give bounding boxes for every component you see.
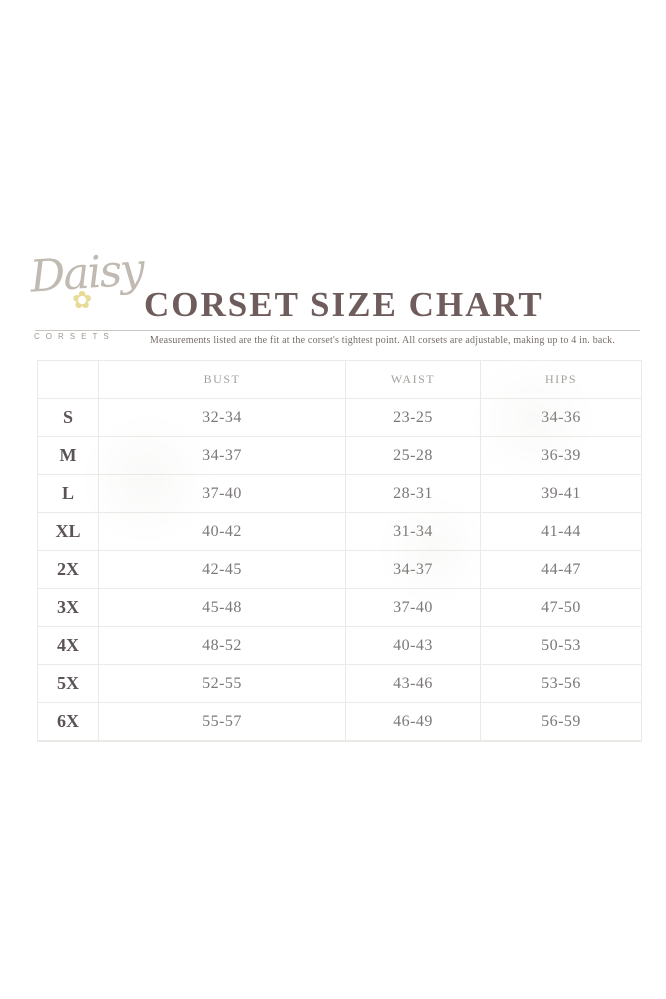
hips-value: 36-39 bbox=[481, 437, 641, 475]
size-label-2x: 2X bbox=[38, 551, 99, 589]
waist-value: 43-46 bbox=[346, 665, 481, 703]
header-divider bbox=[35, 330, 640, 331]
column-header-waist: WAIST bbox=[346, 361, 481, 399]
waist-value: 28-31 bbox=[346, 475, 481, 513]
measurement-disclaimer: Measurements listed are the fit at the c… bbox=[149, 335, 616, 346]
size-label-3x: 3X bbox=[38, 589, 99, 627]
size-chart-table: BUST WAIST HIPS S 32-34 23-25 34-36 M 34… bbox=[37, 360, 642, 742]
waist-value: 37-40 bbox=[346, 589, 481, 627]
bust-value: 34-37 bbox=[99, 437, 346, 475]
size-label-l: L bbox=[38, 475, 99, 513]
hips-value: 47-50 bbox=[481, 589, 641, 627]
page-title: CORSET SIZE CHART bbox=[144, 285, 544, 324]
hips-value: 50-53 bbox=[481, 627, 641, 665]
size-label-5x: 5X bbox=[38, 665, 99, 703]
flower-icon: ✿ bbox=[72, 286, 93, 314]
waist-value: 31-34 bbox=[346, 513, 481, 551]
size-label-m: M bbox=[38, 437, 99, 475]
bust-value: 40-42 bbox=[99, 513, 346, 551]
hips-value: 53-56 bbox=[481, 665, 641, 703]
hips-value: 34-36 bbox=[481, 399, 641, 437]
waist-value: 46-49 bbox=[346, 703, 481, 741]
bust-value: 37-40 bbox=[99, 475, 346, 513]
size-label-6x: 6X bbox=[38, 703, 99, 741]
column-header-hips: HIPS bbox=[481, 361, 641, 399]
brand-wordmark: CORSETS bbox=[34, 332, 115, 341]
brand-logo: Daisy ✿ CORSETS bbox=[26, 244, 144, 350]
bust-value: 52-55 bbox=[99, 665, 346, 703]
size-label-4x: 4X bbox=[38, 627, 99, 665]
hips-value: 39-41 bbox=[481, 475, 641, 513]
size-label-s: S bbox=[38, 399, 99, 437]
hips-value: 41-44 bbox=[481, 513, 641, 551]
hips-value: 56-59 bbox=[481, 703, 641, 741]
waist-value: 23-25 bbox=[346, 399, 481, 437]
bust-value: 55-57 bbox=[99, 703, 346, 741]
waist-value: 34-37 bbox=[346, 551, 481, 589]
column-header-bust: BUST bbox=[99, 361, 346, 399]
bust-value: 48-52 bbox=[99, 627, 346, 665]
table-corner-cell bbox=[38, 361, 99, 399]
bust-value: 45-48 bbox=[99, 589, 346, 627]
hips-value: 44-47 bbox=[481, 551, 641, 589]
waist-value: 25-28 bbox=[346, 437, 481, 475]
size-label-xl: XL bbox=[38, 513, 99, 551]
waist-value: 40-43 bbox=[346, 627, 481, 665]
bust-value: 42-45 bbox=[99, 551, 346, 589]
bust-value: 32-34 bbox=[99, 399, 346, 437]
